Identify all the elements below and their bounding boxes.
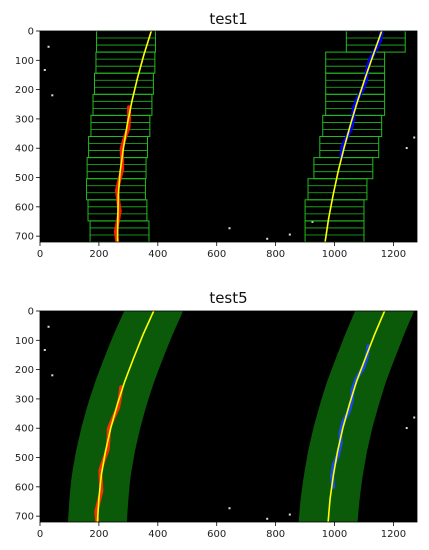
y-tick-label: 400 <box>15 144 34 155</box>
y-tick-label: 0 <box>28 27 34 38</box>
subplot-2: test5 0 200 400 600 800 1000 1200 0 100 200 300 400 5… <box>15 289 418 540</box>
x-tick-label: 800 <box>266 529 285 540</box>
noise-pixel <box>405 147 408 150</box>
x-tick-label: 1000 <box>322 529 347 540</box>
y-tick-label: 300 <box>15 114 34 125</box>
x-tick-label: 1200 <box>381 529 406 540</box>
x-tick-label: 400 <box>148 249 167 260</box>
noise-pixel <box>266 517 269 520</box>
left-lane-window <box>96 31 156 53</box>
noise-pixel <box>311 220 314 223</box>
x-tick-label: 400 <box>148 529 167 540</box>
x-tick-label: 0 <box>37 529 43 540</box>
left-lane-search-margin <box>68 311 184 522</box>
noise-pixel <box>288 513 291 516</box>
subplot-1: test1 0 200 400 600 800 1000 1200 0 100 200 300 400 5… <box>15 10 418 260</box>
noise-pixel <box>413 136 416 139</box>
x-tick-label: 800 <box>266 249 285 260</box>
y-tick-label: 700 <box>15 232 34 243</box>
y-tick-label: 600 <box>15 202 34 213</box>
y-tick-label: 300 <box>15 394 34 405</box>
y-tick-label: 200 <box>15 85 34 96</box>
noise-pixel <box>43 68 46 71</box>
noise-pixel <box>266 237 269 240</box>
y-tick-label: 400 <box>15 424 34 435</box>
x-tick-label: 600 <box>207 529 226 540</box>
noise-pixel <box>51 94 54 97</box>
noise-pixel <box>51 374 54 377</box>
noise-pixel <box>228 507 231 510</box>
image-content <box>43 31 416 242</box>
noise-pixel <box>413 416 416 419</box>
x-tick-label: 1200 <box>381 249 406 260</box>
noise-pixel <box>228 227 231 230</box>
x-tick-label: 200 <box>89 529 108 540</box>
y-tick-label: 500 <box>15 173 34 184</box>
y-tick-label: 500 <box>15 453 34 464</box>
axes-frame <box>39 30 418 243</box>
x-tick-label: 600 <box>207 249 226 260</box>
right-lane-fit-line <box>324 31 383 242</box>
left-lane-fit-line <box>116 31 153 242</box>
axes-frame <box>39 310 418 523</box>
noise-pixel <box>288 233 291 236</box>
x-tick-label: 200 <box>89 249 108 260</box>
noise-pixel <box>47 45 50 48</box>
y-tick-label: 0 <box>28 307 34 318</box>
y-tick-label: 600 <box>15 482 34 493</box>
subplot-title: test5 <box>209 289 247 307</box>
y-tick-label: 100 <box>15 336 34 347</box>
noise-pixel <box>405 427 408 430</box>
right-lane-fit-line <box>327 311 386 522</box>
noise-pixel <box>43 348 46 351</box>
y-tick-label: 100 <box>15 56 34 67</box>
noise-pixel <box>47 325 50 328</box>
right-lane-search-margin <box>298 311 415 522</box>
left-lane-fit-line <box>96 311 155 522</box>
y-tick-label: 700 <box>15 512 34 523</box>
x-tick-label: 0 <box>37 249 43 260</box>
y-tick-label: 200 <box>15 365 34 376</box>
image-content <box>43 311 416 522</box>
subplot-title: test1 <box>209 10 247 28</box>
x-tick-label: 1000 <box>322 249 347 260</box>
